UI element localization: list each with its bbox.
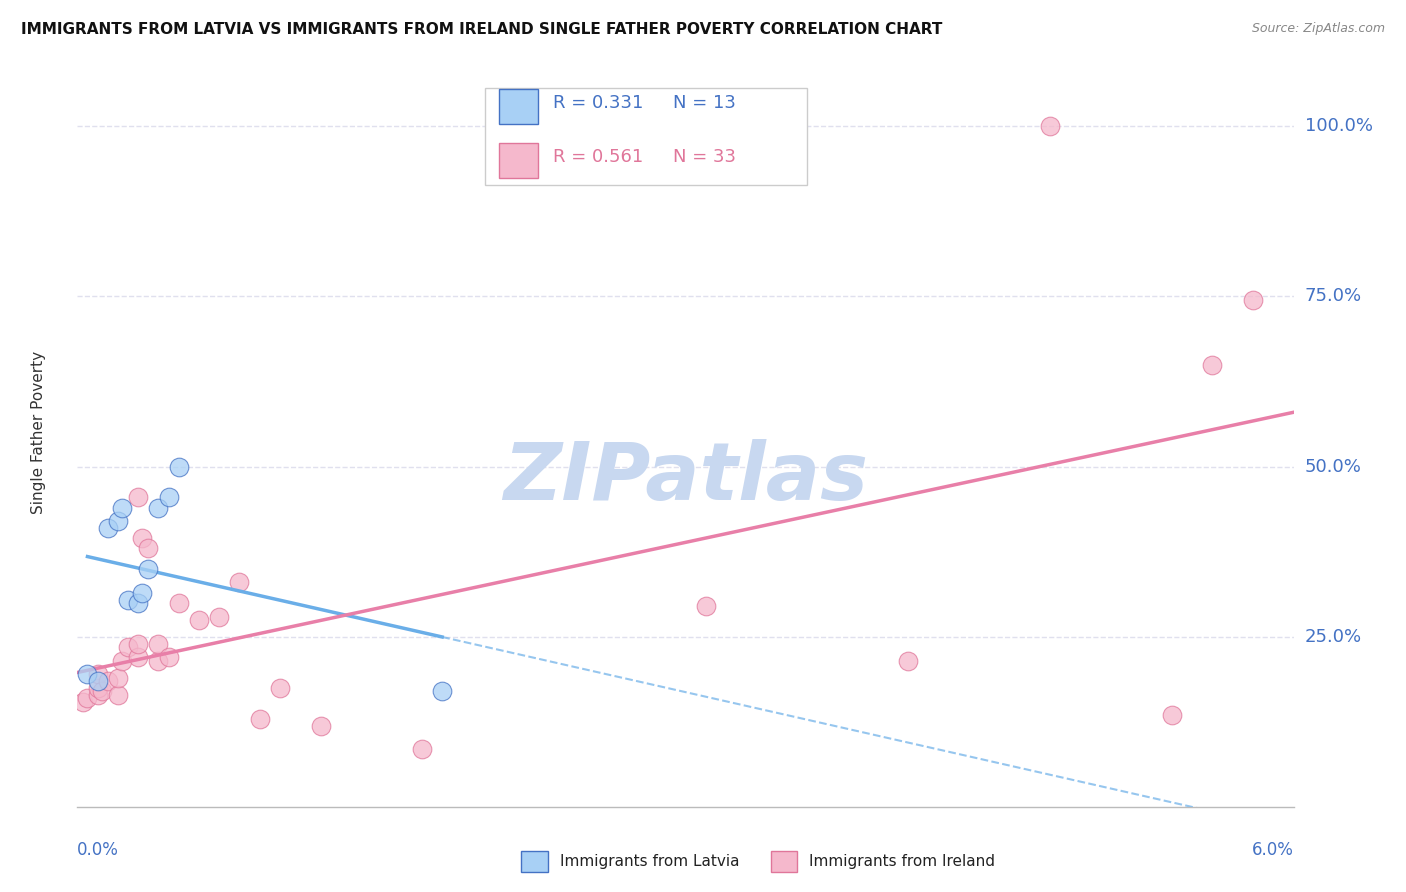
Text: 75.0%: 75.0% <box>1305 287 1362 305</box>
Point <box>127 491 149 505</box>
Text: 50.0%: 50.0% <box>1305 458 1361 475</box>
Point <box>111 500 134 515</box>
Point <box>131 531 153 545</box>
Point <box>148 500 170 515</box>
Point <box>76 691 98 706</box>
Point <box>411 742 433 756</box>
Point <box>208 609 231 624</box>
Point <box>127 637 149 651</box>
Point <box>86 688 108 702</box>
Bar <box>499 144 538 178</box>
Point <box>90 684 112 698</box>
Point <box>157 491 180 505</box>
Point <box>97 674 120 689</box>
Text: Source: ZipAtlas.com: Source: ZipAtlas.com <box>1251 22 1385 36</box>
Point <box>111 654 134 668</box>
Point <box>1201 358 1223 372</box>
Point <box>309 718 332 732</box>
Point <box>167 459 190 474</box>
Text: 100.0%: 100.0% <box>1305 117 1372 135</box>
Point <box>188 613 211 627</box>
Text: N = 33: N = 33 <box>673 147 737 166</box>
Point <box>86 667 108 681</box>
Text: Immigrants from Ireland: Immigrants from Ireland <box>810 854 995 869</box>
Point <box>117 592 139 607</box>
Point <box>97 521 120 535</box>
Point <box>117 640 139 655</box>
Point <box>86 674 108 689</box>
Bar <box>522 851 548 871</box>
Text: ZIPatlas: ZIPatlas <box>503 439 868 516</box>
Point <box>167 596 190 610</box>
Point <box>127 650 149 665</box>
Point <box>148 637 170 651</box>
Point <box>148 654 170 668</box>
Point <box>1241 293 1264 307</box>
Point <box>76 667 98 681</box>
Point <box>1161 708 1184 723</box>
Point <box>131 585 153 599</box>
Point <box>695 599 717 614</box>
Text: N = 13: N = 13 <box>673 94 737 112</box>
Point <box>228 575 250 590</box>
Point <box>430 684 453 698</box>
Point <box>127 596 149 610</box>
FancyBboxPatch shape <box>485 88 807 186</box>
Text: 25.0%: 25.0% <box>1305 628 1362 646</box>
Text: 0.0%: 0.0% <box>77 841 120 859</box>
Point <box>136 541 159 556</box>
Bar <box>499 89 538 124</box>
Point <box>157 650 180 665</box>
Text: Immigrants from Latvia: Immigrants from Latvia <box>560 854 740 869</box>
Text: R = 0.561: R = 0.561 <box>553 147 643 166</box>
Text: IMMIGRANTS FROM LATVIA VS IMMIGRANTS FROM IRELAND SINGLE FATHER POVERTY CORRELAT: IMMIGRANTS FROM LATVIA VS IMMIGRANTS FRO… <box>21 22 942 37</box>
Text: Single Father Poverty: Single Father Poverty <box>31 351 46 514</box>
Text: 6.0%: 6.0% <box>1251 841 1294 859</box>
Point <box>107 688 129 702</box>
Point <box>249 712 271 726</box>
Point <box>72 695 94 709</box>
Point <box>897 654 920 668</box>
Text: R = 0.331: R = 0.331 <box>553 94 643 112</box>
Point <box>136 562 159 576</box>
Point <box>107 514 129 528</box>
Point <box>1039 119 1062 133</box>
Point <box>86 681 108 695</box>
Point <box>107 671 129 685</box>
Point <box>269 681 291 695</box>
Bar <box>770 851 797 871</box>
